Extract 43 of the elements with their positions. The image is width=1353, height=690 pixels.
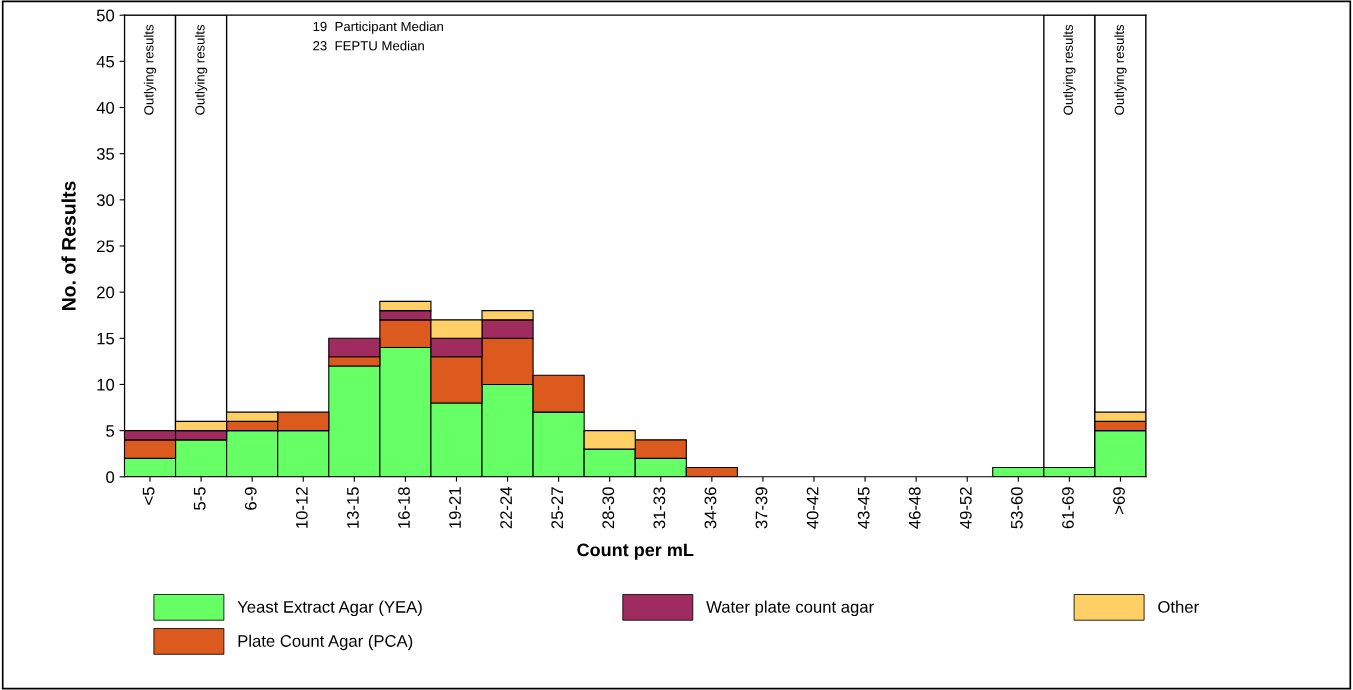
y-tick-label: 15 bbox=[97, 332, 115, 345]
legend-label: Water plate count agar bbox=[706, 600, 874, 617]
y-tick-label: 35 bbox=[96, 148, 115, 160]
x-tick-label: 5-5 bbox=[193, 487, 206, 510]
y-tick-label: 10 bbox=[97, 378, 115, 391]
x-tick-label: 61-69 bbox=[1062, 487, 1074, 529]
band-label: Outlying results bbox=[1063, 24, 1076, 115]
x-tick-label: 16-18 bbox=[398, 487, 410, 528]
legend-label: Yeast Extract Agar (YEA) bbox=[237, 600, 422, 617]
y-tick-label: 40 bbox=[96, 101, 115, 114]
band-label: Outlying results bbox=[194, 24, 208, 115]
x-tick-label: 19-21 bbox=[449, 487, 461, 528]
x-tick-label: >69 bbox=[1113, 487, 1125, 514]
x-tick-label: 46-48 bbox=[908, 487, 921, 529]
x-tick-label: 53-60 bbox=[1010, 487, 1023, 529]
x-axis-title: Count per mL bbox=[577, 543, 694, 560]
x-tick-label: 31-33 bbox=[653, 487, 666, 529]
x-tick-label: <5 bbox=[142, 487, 155, 505]
x-tick-label: 49-52 bbox=[959, 487, 972, 529]
y-tick-label: 45 bbox=[96, 55, 115, 68]
x-tick-label: 43-45 bbox=[857, 487, 870, 529]
x-tick-label: 40-42 bbox=[806, 487, 819, 529]
x-tick-label: 6-9 bbox=[244, 487, 257, 510]
band-label: Outlying results bbox=[1114, 24, 1127, 115]
annotation: 19 Participant Median bbox=[313, 21, 443, 34]
x-tick-label: 10-12 bbox=[295, 487, 308, 528]
x-tick-label: 13-15 bbox=[346, 487, 359, 528]
y-tick-label: 20 bbox=[97, 286, 115, 299]
y-tick-label: 5 bbox=[106, 425, 115, 437]
x-tick-label: 34-36 bbox=[704, 487, 717, 529]
legend-label: Plate Count Agar (PCA) bbox=[238, 634, 413, 651]
x-tick-label: 25-27 bbox=[551, 487, 564, 529]
legend-label: Other bbox=[1158, 600, 1199, 613]
band-label: Outlying results bbox=[143, 24, 157, 115]
y-tick-label: 0 bbox=[106, 471, 115, 483]
x-tick-label: 28-30 bbox=[602, 487, 615, 529]
y-axis-title: No. of Results bbox=[61, 181, 76, 311]
x-tick-label: 22-24 bbox=[500, 487, 512, 529]
y-tick-label: 30 bbox=[96, 194, 115, 207]
y-tick-label: 25 bbox=[97, 240, 115, 253]
annotation: 23 FEPTU Median bbox=[313, 40, 424, 51]
x-tick-label: 37-39 bbox=[755, 487, 768, 529]
y-tick-label: 50 bbox=[96, 9, 115, 22]
